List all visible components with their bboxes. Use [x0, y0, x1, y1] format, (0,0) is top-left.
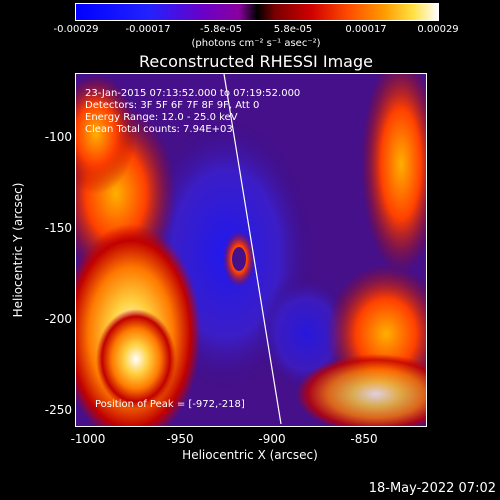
colorbar-tick: 0.00029 — [417, 24, 459, 35]
colorbar-units: (photons cm⁻² s⁻¹ asec⁻²) — [191, 38, 321, 49]
method-counts: Clean Total counts: 7.94E+03 — [85, 124, 233, 135]
plot-title: Reconstructed RHESSI Image — [139, 52, 373, 71]
limb-line — [223, 74, 282, 425]
x-tick: -850 — [350, 432, 378, 446]
energy-range: Energy Range: 12.0 - 25.0 keV — [85, 112, 238, 123]
timestamp: 18-May-2022 07:02 — [368, 481, 496, 496]
peak-position: Position of Peak = [-972,-218] — [95, 399, 245, 410]
y-tick: -200 — [44, 312, 72, 326]
y-tick: -250 — [44, 403, 72, 417]
x-axis-label: Heliocentric X (arcsec) — [182, 448, 318, 462]
colorbar-tick: -5.8e-05 — [200, 24, 242, 35]
y-tick: -100 — [44, 130, 72, 144]
y-tick: -150 — [44, 221, 72, 235]
colorbar-tick: 5.8e-05 — [273, 24, 313, 35]
image-panel: 23-Jan-2015 07:13:52.000 to 07:19:52.000… — [75, 73, 427, 427]
colorbar-tick: -0.00029 — [53, 24, 99, 35]
x-tick: -1000 — [70, 432, 106, 446]
colorbar-tick: -0.00017 — [125, 24, 171, 35]
detectors-info: Detectors: 3F 5F 6F 7F 8F 9F, Att 0 — [85, 100, 260, 111]
time-range: 23-Jan-2015 07:13:52.000 to 07:19:52.000 — [85, 88, 301, 99]
x-tick: -950 — [166, 432, 194, 446]
colorbar-tick: 0.00017 — [345, 24, 387, 35]
colorbar — [75, 3, 439, 21]
solar-image — [76, 74, 426, 426]
x-tick: -900 — [258, 432, 286, 446]
y-axis-label: Heliocentric Y (arcsec) — [11, 182, 25, 318]
